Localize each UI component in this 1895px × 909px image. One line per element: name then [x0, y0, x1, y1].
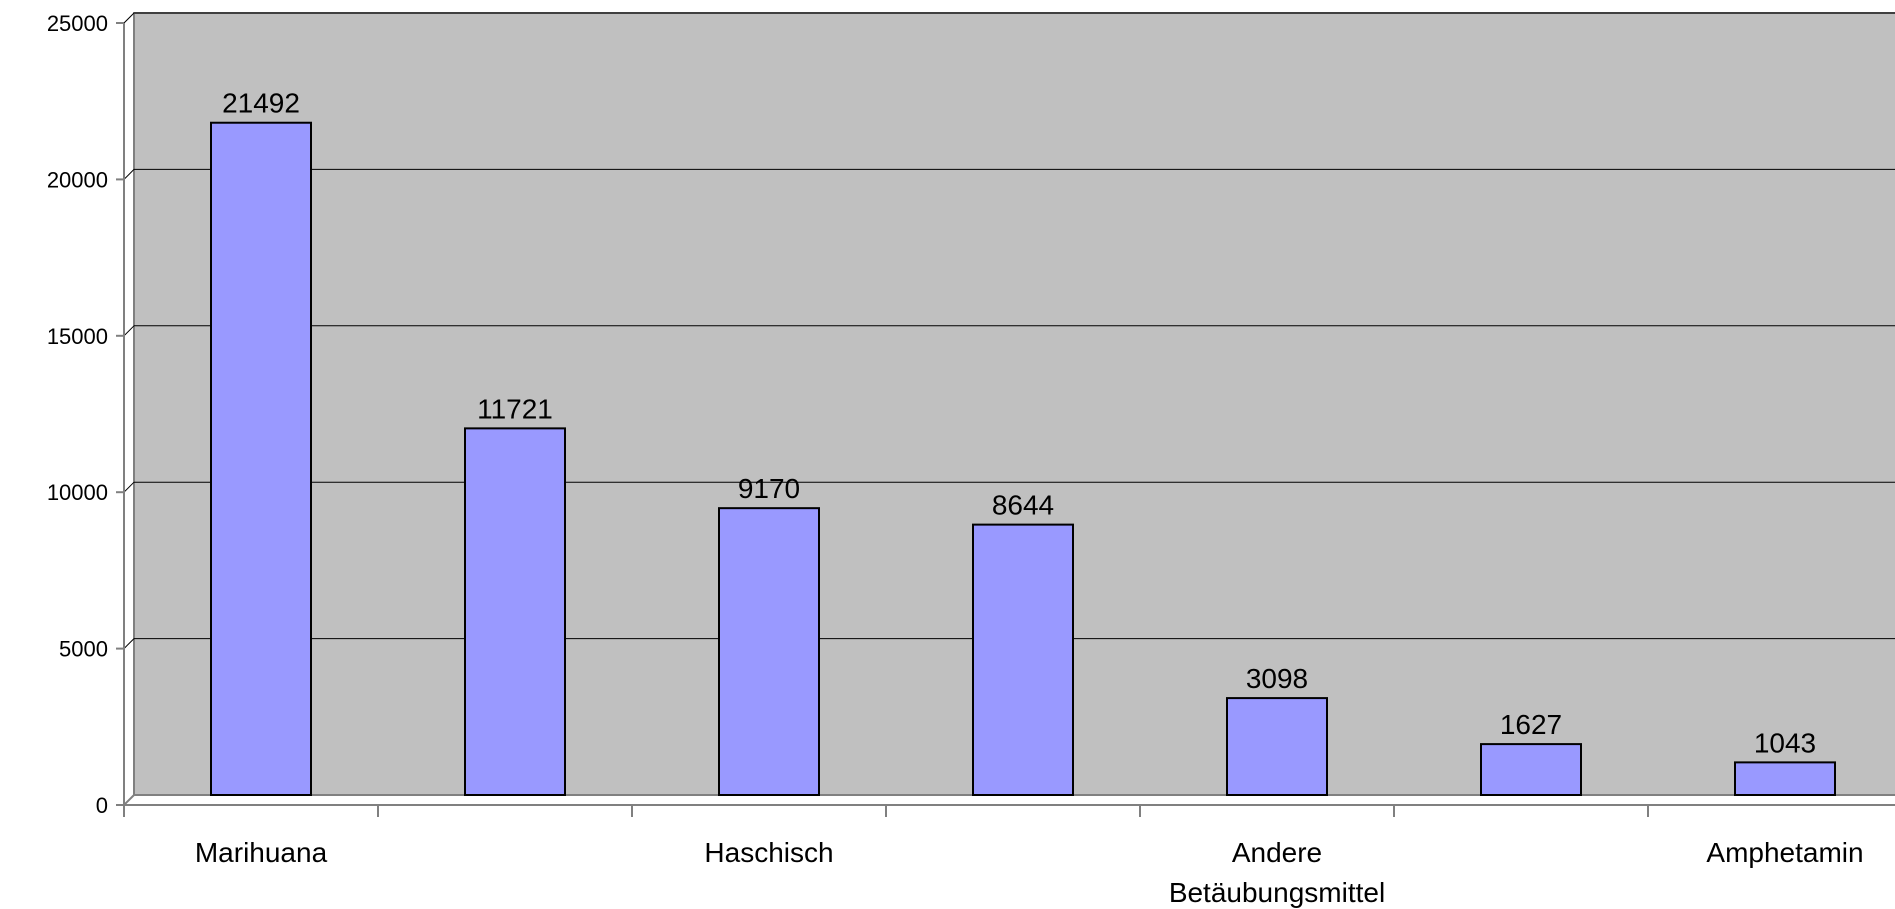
bars [210, 121, 1836, 797]
data-label-1: 11721 [477, 393, 553, 424]
data-label-6: 1043 [1754, 727, 1816, 758]
gridline-depth-3 [123, 325, 135, 337]
data-label-0: 21492 [222, 88, 300, 119]
bar-1 [464, 427, 566, 796]
x-axis [123, 794, 1895, 817]
data-label-4: 3098 [1246, 663, 1308, 694]
bar-0 [210, 121, 312, 797]
bar-2 [718, 507, 820, 796]
y-tick-label: 0 [96, 793, 108, 818]
gridline-depth-5 [123, 12, 135, 24]
data-label-3: 8644 [992, 490, 1054, 521]
category-label-6: Amphetamin [1706, 837, 1863, 868]
y-axis: 0 5000 10000 15000 20000 25000 [47, 11, 125, 818]
y-tick-label: 25000 [47, 11, 108, 36]
y-tick-label: 10000 [47, 480, 108, 505]
category-label-2: Haschisch [704, 837, 833, 868]
data-label-5: 1627 [1500, 709, 1562, 740]
gridline-depth-4 [123, 169, 135, 180]
bar-5 [1480, 743, 1582, 796]
category-labels: Marihuana Haschisch Andere Betäubungsmittel… [195, 837, 1864, 908]
data-label-2: 9170 [738, 473, 800, 504]
category-label-4: Andere Betäubungsmittel [1169, 837, 1385, 908]
y-tick-label: 15000 [47, 324, 108, 349]
bar-6 [1734, 761, 1836, 796]
y-tick-label: 20000 [47, 167, 108, 192]
gridline-depth-1 [123, 638, 135, 649]
category-label-0: Marihuana [195, 837, 328, 868]
gridline-depth-2 [123, 481, 135, 493]
x-axis-depth-line [123, 794, 135, 806]
data-labels: 21492 11721 9170 8644 3098 1627 1043 [222, 88, 1816, 759]
y-tick-label: 5000 [59, 637, 108, 662]
bar-3 [972, 523, 1074, 796]
bar-4 [1226, 697, 1328, 796]
